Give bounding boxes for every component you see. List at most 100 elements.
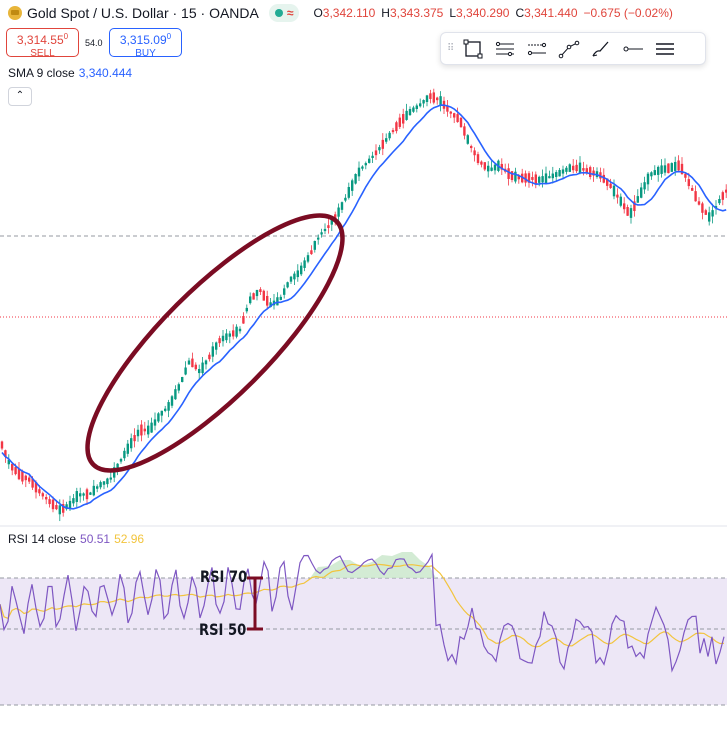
buy-button[interactable]: 3,315.090 BUY (109, 28, 182, 59)
candle-body (279, 296, 282, 300)
candle-body (21, 470, 24, 482)
candle-body (99, 482, 102, 488)
candle-body (531, 177, 534, 180)
candle-body (327, 225, 330, 228)
candle-body (140, 424, 143, 436)
candle-body (653, 170, 656, 176)
sell-button[interactable]: 3,314.550 SELL (6, 28, 79, 59)
candle-body (398, 117, 401, 127)
candle-body (510, 171, 514, 180)
price-change: −0.675 (−0.02%) (583, 6, 673, 20)
candle-body (262, 290, 265, 301)
candle-body (405, 110, 408, 120)
candle-body (351, 180, 354, 191)
candle-body (721, 192, 724, 200)
candle-body (313, 240, 316, 250)
candle-body (255, 289, 259, 297)
sma-legend[interactable]: SMA 9 close 3,340.444 (8, 66, 133, 80)
brush-icon[interactable] (585, 35, 617, 63)
candle-body (565, 167, 568, 172)
candle-body (96, 486, 99, 489)
candle-body (422, 100, 425, 104)
candle-body (408, 109, 412, 115)
candle-body (58, 505, 61, 515)
rsi-legend[interactable]: RSI 14 close 50.51 52.96 (8, 532, 145, 546)
drag-handle-icon[interactable]: ⠿ (447, 43, 454, 54)
candle-body (330, 219, 333, 225)
candle-body (493, 164, 497, 171)
candle-body (623, 203, 626, 210)
rectangle-icon[interactable] (457, 35, 489, 63)
candle-body (116, 463, 119, 469)
candle-body (582, 168, 585, 171)
candle-body (368, 158, 371, 163)
candle-body (187, 360, 191, 365)
drawing-toolbar: ⠿ (440, 32, 706, 65)
candle-body (572, 165, 575, 171)
candle-body (541, 176, 544, 183)
parallel-channel-icon[interactable] (489, 35, 521, 63)
candle-body (38, 489, 41, 494)
candle-body (242, 316, 245, 324)
candle-body (4, 450, 7, 457)
rsi-ma-line (0, 563, 725, 648)
candle-body (674, 161, 677, 171)
market-status[interactable]: ≈ (268, 4, 300, 22)
candle-body (354, 174, 357, 184)
candle-body (643, 182, 646, 190)
sma-line (1, 104, 727, 510)
path-icon[interactable] (553, 35, 585, 63)
candle-body (123, 450, 126, 459)
candle-body (680, 163, 684, 175)
candle-body (79, 493, 82, 497)
candle-body (391, 130, 395, 133)
candle-body (218, 338, 221, 344)
candle-body (157, 413, 160, 422)
candle-body (221, 335, 225, 342)
rsi50-annotation: RSI 50 (199, 620, 247, 639)
candle-body (266, 295, 269, 306)
candle-body (487, 165, 490, 172)
candle-body (31, 478, 34, 488)
candle-body (55, 505, 58, 510)
horizontal-ray-icon[interactable] (617, 35, 649, 63)
candle-body (194, 364, 197, 370)
candle-body (466, 135, 469, 144)
regression-icon[interactable] (521, 35, 553, 63)
candle-body (381, 139, 384, 149)
candle-body (225, 333, 228, 341)
candle-body (677, 160, 680, 171)
candle-body (425, 95, 429, 102)
candle-body (395, 122, 398, 132)
candle-body (606, 178, 609, 186)
candle-body (694, 191, 697, 202)
candle-body (34, 482, 38, 493)
candle-body (286, 282, 289, 288)
candle-body (534, 174, 537, 184)
candle-body (323, 228, 327, 232)
candle-body (650, 172, 653, 177)
candle-body (561, 169, 565, 174)
candle-body (48, 499, 51, 505)
collapse-legend-button[interactable]: ⌃ (8, 87, 32, 106)
candle-body (357, 167, 361, 177)
menu-icon[interactable] (649, 35, 681, 63)
symbol-title[interactable]: Gold Spot / U.S. Dollar · 15 · OANDA (27, 5, 259, 21)
candle-body (500, 163, 503, 170)
candle-body (660, 165, 663, 174)
candle-body (633, 201, 636, 212)
candle-body (143, 428, 146, 432)
candle-body (17, 468, 21, 480)
candle-body (657, 166, 660, 175)
candle-body (670, 163, 673, 172)
candle-body (211, 346, 214, 357)
candle-body (691, 188, 694, 191)
candle-body (150, 422, 153, 433)
candle-body (507, 168, 510, 179)
candle-body (89, 492, 92, 495)
candle-body (429, 93, 432, 99)
candle-body (378, 147, 381, 151)
candle-body (558, 169, 561, 177)
candle-body (85, 489, 89, 500)
